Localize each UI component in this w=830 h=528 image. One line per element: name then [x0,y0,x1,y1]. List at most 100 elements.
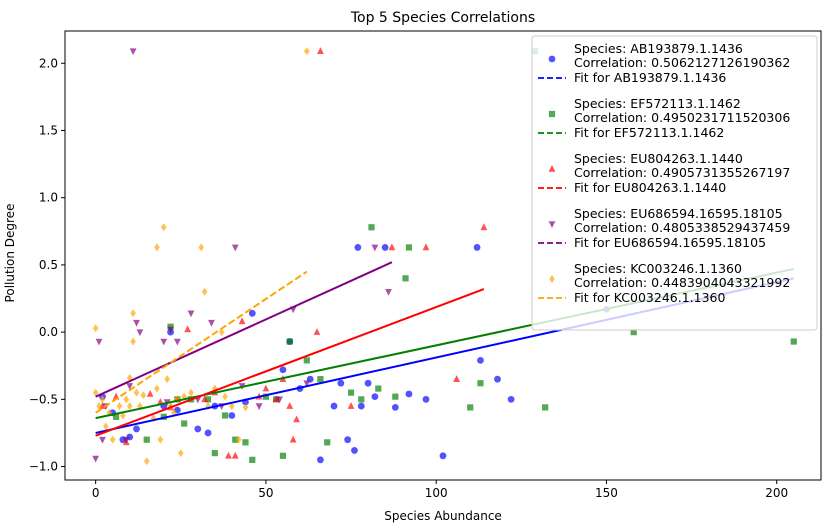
x-tick-label: 100 [425,486,448,500]
data-point [477,380,484,387]
data-point [542,404,549,411]
data-point [177,449,184,458]
data-point [235,435,242,444]
data-point [358,396,365,403]
data-point [289,435,297,443]
legend-marker [549,275,555,283]
data-point [388,243,396,251]
data-point [317,456,324,464]
data-point [171,408,177,417]
y-tick-label: −1.0 [29,460,58,474]
data-point [392,393,399,400]
legend-fit-label: Fit for AB193879.1.1436 [574,70,726,85]
data-point [181,420,188,427]
legend-species: Species: KC003246.1.1360 [574,261,742,276]
data-point [248,309,256,317]
legend-species: Species: EU686594.16595.18105 [574,206,783,221]
data-point [368,224,375,231]
data-point [344,436,352,444]
data-point [173,338,181,346]
data-point [228,412,236,419]
data-point [790,338,797,345]
series-5-points [92,47,310,466]
data-point [232,436,239,443]
data-point [157,435,164,444]
data-point [231,451,239,459]
data-point [129,48,137,56]
data-point [181,392,187,401]
x-tick-label: 50 [258,486,273,500]
data-point [167,326,174,334]
data-point [467,404,474,411]
data-point [242,403,249,412]
y-tick-label: 0.0 [39,325,58,339]
data-point [154,384,160,393]
data-point [405,390,413,398]
series-3-points [99,47,488,459]
data-point [123,395,130,404]
data-point [391,404,399,411]
data-point [160,223,167,232]
legend-fit-label: Fit for EF572113.1.1462 [574,125,724,140]
legend-species: Species: EF572113.1.1462 [574,96,741,111]
data-point [103,422,109,431]
data-point [130,337,136,346]
data-point [357,402,365,410]
data-point [347,402,355,409]
data-point [116,402,123,411]
legend-box [531,35,818,331]
data-point [286,338,293,345]
data-point [313,328,321,335]
y-tick-label: 1.5 [39,123,58,137]
y-axis-ticks: −1.0 −0.5 0.0 0.5 1.0 1.5 2.0 [29,56,65,474]
data-point [99,395,106,404]
data-point [95,338,103,346]
data-point [381,244,389,251]
data-point [375,385,382,392]
legend-correlation: Correlation: 0.5062127126190362 [574,55,790,70]
data-point [371,244,379,252]
data-point [303,47,310,56]
data-point [92,388,99,397]
data-point [371,393,379,401]
legend-fit-label: Fit for EU686594.16595.18105 [574,235,766,250]
x-tick-label: 200 [765,486,788,500]
legend-fit-label: Fit for KC003246.1.1360 [574,290,726,305]
data-point [439,452,447,460]
data-point [126,383,134,390]
data-point [477,356,484,364]
data-point [194,425,202,433]
data-point [218,328,225,337]
data-point [402,275,409,282]
data-point [351,447,358,454]
fit-line-5 [95,270,308,414]
data-point [286,402,294,409]
legend-marker [548,55,556,63]
data-point [130,309,136,318]
data-point [133,319,140,327]
data-point [337,379,345,387]
data-point [204,396,212,403]
legend-marker [548,221,556,228]
data-point [143,436,150,443]
data-point [112,413,120,420]
legend-fit-label: Fit for EU804263.1.1440 [574,180,726,195]
data-point [221,412,229,419]
y-axis-label: Pollution Degree [3,204,17,303]
data-point [188,388,194,397]
data-point [255,403,263,411]
data-point [211,450,218,457]
data-point [187,310,195,318]
data-point [225,451,232,459]
x-tick-label: 0 [92,486,100,500]
data-point [422,243,430,251]
legend-correlation: Correlation: 0.4905731355267197 [574,165,790,180]
plot-frame [64,30,822,481]
legend-correlation: Correlation: 0.4483904043321992 [574,275,790,290]
data-point [136,329,144,337]
data-point [92,324,99,333]
legend-species: Species: AB193879.1.1436 [574,41,743,56]
legend-marker [548,110,556,118]
data-point [279,366,287,374]
